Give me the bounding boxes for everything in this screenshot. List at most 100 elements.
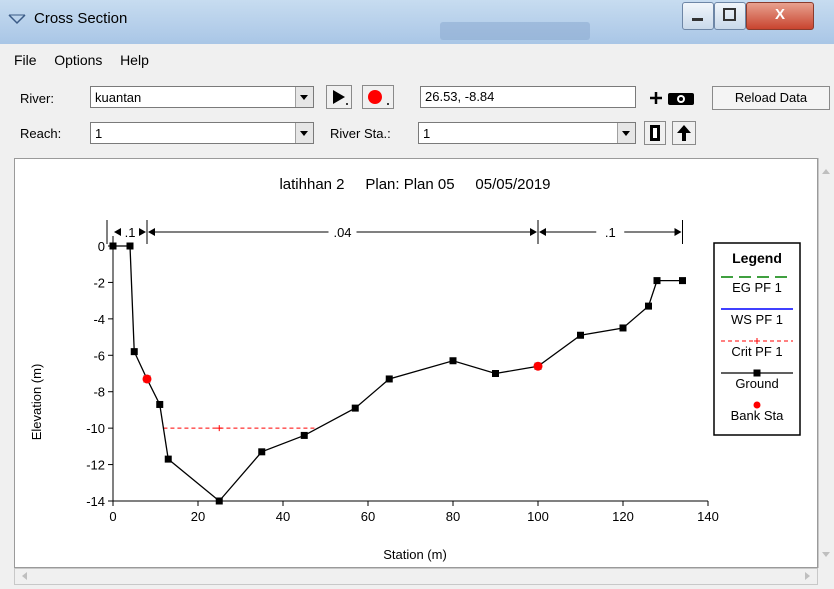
legend-label: EG PF 1	[732, 280, 782, 295]
x-tick-label: 140	[697, 509, 719, 524]
ground-point	[156, 400, 164, 408]
x-tick-label: 120	[612, 509, 634, 524]
legend-label: Ground	[735, 376, 778, 391]
ground-point	[619, 324, 627, 332]
cross-section-chart: latihhan 2 Plan: Plan 05 05/05/2019 Stat…	[29, 176, 801, 562]
chart-title: latihhan 2 Plan: Plan 05 05/05/2019	[279, 176, 550, 193]
background-window-title	[440, 22, 590, 40]
chevron-down-icon[interactable]	[617, 123, 635, 143]
y-tick-label: 0	[98, 239, 105, 254]
reach-select[interactable]: 1	[90, 122, 314, 144]
app-icon	[8, 14, 26, 25]
legend-label: Crit PF 1	[731, 344, 782, 359]
legend: Legend EG PF 1 WS PF 1 Crit PF 1 Ground Bank…	[713, 242, 801, 436]
horizontal-scrollbar[interactable]	[14, 568, 818, 585]
ground-point	[385, 375, 393, 383]
y-tick-label: -6	[93, 348, 105, 363]
maximize-icon	[723, 8, 736, 21]
scroll-arrows	[822, 169, 830, 557]
manning-arrow	[148, 228, 155, 236]
ground-point	[130, 348, 138, 356]
manning-label: .1	[605, 225, 616, 240]
ground-point	[645, 302, 652, 310]
x-axis-label: Station (m)	[383, 547, 447, 562]
manning-arrow	[530, 228, 537, 236]
ground-point	[492, 370, 499, 377]
next-station-button[interactable]	[672, 121, 696, 145]
ground-point	[300, 431, 308, 439]
crit-marker	[216, 425, 223, 432]
manning-arrow	[139, 228, 146, 236]
add-camera-icon[interactable]	[648, 88, 700, 108]
reload-data-button[interactable]: Reload Data	[712, 86, 830, 110]
chevron-down-icon[interactable]	[295, 123, 313, 143]
y-axis-label: Elevation (m)	[29, 364, 44, 441]
reach-label: Reach:	[20, 126, 62, 141]
bank-station-point	[142, 374, 152, 384]
ground-point	[577, 331, 584, 339]
river-station-value: 1	[423, 126, 431, 141]
legend-label: WS PF 1	[731, 312, 783, 327]
river-value: kuantan	[95, 90, 142, 105]
vertical-scrollbar[interactable]	[818, 158, 834, 568]
river-station-select[interactable]: 1	[418, 122, 636, 144]
close-icon: X	[774, 6, 785, 23]
ground-point	[679, 277, 686, 285]
x-tick-label: 20	[191, 509, 205, 524]
x-tick-label: 0	[109, 509, 116, 524]
manning-label: .1	[125, 225, 136, 240]
close-button[interactable]: X	[746, 2, 814, 30]
ground-point	[653, 277, 661, 285]
legend-marker	[753, 369, 761, 377]
menu-options[interactable]: Options	[54, 52, 103, 68]
manning-arrow	[539, 228, 546, 236]
x-tick-label: 40	[276, 509, 290, 524]
minimize-icon	[692, 18, 703, 21]
manning-label: .04	[333, 225, 351, 240]
plot-area[interactable]: latihhan 2 Plan: Plan 05 05/05/2019 Stat…	[14, 158, 818, 568]
maximize-button[interactable]	[714, 2, 746, 30]
y-tick-label: -2	[93, 275, 105, 290]
manning-arrow	[114, 228, 121, 236]
bank-station-point	[533, 361, 543, 371]
y-tick-label: -12	[86, 458, 105, 473]
legend-label: Bank Sta	[731, 408, 785, 423]
ground-point	[351, 404, 359, 412]
down-arrow-icon	[650, 125, 660, 141]
y-tick-label: -14	[86, 494, 105, 509]
cursor-coordinate-readout: 26.53, -8.84	[420, 86, 636, 108]
record-icon	[368, 90, 389, 105]
up-arrow-icon	[677, 125, 691, 141]
river-select[interactable]: kuantan	[90, 86, 314, 108]
minimize-button[interactable]	[682, 2, 714, 30]
play-icon	[333, 90, 348, 105]
manning-arrow	[674, 228, 682, 236]
title-bar[interactable]: Cross Section X	[0, 0, 834, 44]
record-button[interactable]	[362, 85, 394, 109]
ground-point	[126, 242, 134, 250]
previous-station-button[interactable]	[644, 121, 666, 145]
legend-marker	[754, 338, 760, 344]
ground-line	[113, 245, 683, 502]
y-tick-label: -4	[93, 312, 105, 327]
chevron-down-icon[interactable]	[295, 87, 313, 107]
river-label: River:	[20, 91, 54, 106]
ground-point	[449, 357, 457, 365]
legend-marker	[753, 401, 761, 409]
ground-point	[258, 448, 266, 456]
x-tick-label: 60	[361, 509, 375, 524]
reach-value: 1	[95, 126, 103, 141]
legend-title: Legend	[732, 250, 782, 266]
river-station-label: River Sta.:	[330, 126, 391, 141]
window-title: Cross Section	[34, 10, 128, 27]
play-button[interactable]	[326, 85, 352, 109]
menu-bar: File Options Help	[14, 52, 163, 74]
x-tick-label: 80	[446, 509, 460, 524]
y-tick-label: -10	[86, 421, 105, 436]
scroll-arrows	[22, 572, 810, 580]
y-tick-label: -8	[93, 385, 105, 400]
x-tick-label: 100	[527, 509, 549, 524]
menu-file[interactable]: File	[14, 52, 37, 68]
menu-help[interactable]: Help	[120, 52, 149, 68]
